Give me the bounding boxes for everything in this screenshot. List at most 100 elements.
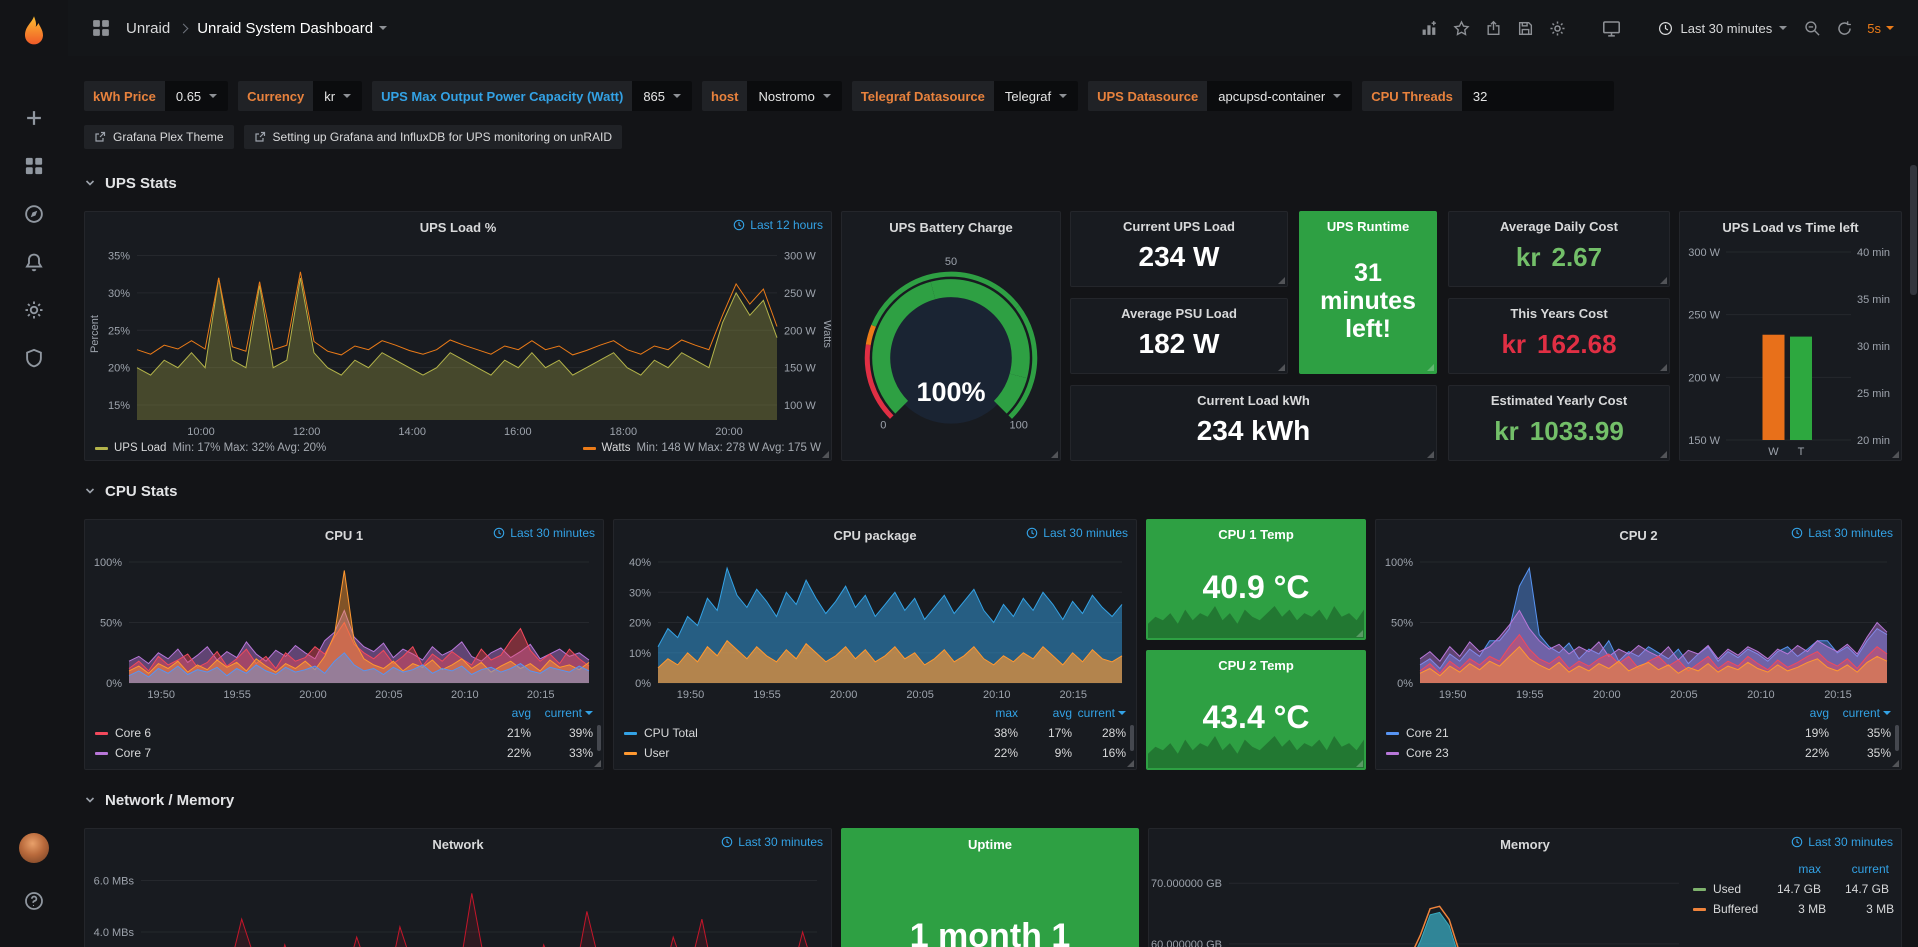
breadcrumb-dashboard-title[interactable]: Unraid System Dashboard [197,19,374,37]
panel-title[interactable]: UPS Load vs Time left [1722,219,1859,235]
legend-col-avg[interactable]: avg [1052,706,1072,720]
legend-col-current[interactable]: current [1072,706,1126,720]
panel-title[interactable]: This Years Cost [1510,306,1608,321]
panel-title[interactable]: Average Daily Cost [1499,219,1618,234]
legend-col-current[interactable]: current [1851,862,1889,876]
dashboards-icon[interactable] [23,155,45,177]
panel-title[interactable]: CPU 2 Temp [1218,657,1294,673]
panel-title[interactable]: Estimated Yearly Cost [1490,393,1628,408]
panel-title[interactable]: Memory [1500,836,1550,852]
panel-title[interactable]: Average PSU Load [1121,306,1237,321]
add-icon[interactable] [23,107,45,129]
panel-time-badge[interactable]: Last 30 minutes [493,526,595,540]
legend-scrollbar[interactable] [1895,725,1899,751]
dashboard-link[interactable]: Setting up Grafana and InfluxDB for UPS … [243,125,623,149]
legend-series-name[interactable]: Buffered [1693,902,1758,916]
variable-value-dropdown[interactable]: kr [313,81,363,111]
legend-series-name[interactable]: User [624,746,964,760]
panel-title[interactable]: CPU 2 [1619,527,1658,543]
panel-time-badge[interactable]: Last 30 minutes [721,835,823,849]
configuration-gear-icon[interactable] [23,299,45,321]
panel-title[interactable]: UPS Runtime [1326,219,1410,234]
cpu-stats-row: CPU 1 Last 30 minutes 0% 50% 100% 19:50 19:5… [84,519,1902,770]
dashboard-settings-gear-icon[interactable] [1542,15,1572,41]
caret-down-icon[interactable] [379,26,388,30]
legend-series-name[interactable]: Core 23 [1386,746,1767,760]
cpu1-chart[interactable]: 0% 50% 100% 19:50 19:55 20:00 20:05 20:10 20:15 [85,546,603,703]
vari­able-value-dropdown[interactable]: 0.65 [164,81,229,111]
zoom-out-button[interactable] [1797,15,1827,41]
svg-text:12:00: 12:00 [293,426,321,438]
breadcrumb-folder[interactable]: Unraid [126,19,171,37]
panel-title[interactable]: CPU package [833,527,917,543]
variable-value-dropdown[interactable]: apcupsd-container [1207,81,1353,111]
legend-series-name[interactable]: Core 7 [95,746,469,760]
variable-value-dropdown[interactable]: Telegraf [993,81,1079,111]
dashboard-link[interactable]: Grafana Plex Theme [84,125,234,149]
help-icon[interactable] [23,890,45,912]
legend-series-name[interactable]: CPU Total [624,726,964,740]
legend-series-name[interactable]: Core 21 [1386,726,1767,740]
grafana-logo[interactable] [16,14,52,50]
svg-text:35%: 35% [108,250,130,262]
stat-value: 43.4 °C [1202,699,1310,736]
row-header-cpu-stats[interactable]: CPU Stats [84,475,1902,507]
panel-time-badge[interactable]: Last 30 minutes [1026,526,1128,540]
svg-text:150 W: 150 W [784,363,816,375]
panel-title[interactable]: Network [432,836,484,852]
server-admin-shield-icon[interactable] [23,347,45,369]
save-button[interactable] [1510,15,1540,41]
panel-title[interactable]: UPS Battery Charge [889,219,1013,235]
svg-text:20%: 20% [629,618,651,630]
cycle-view-monitor-icon[interactable] [1596,15,1626,41]
panel-time-badge[interactable]: Last 30 minutes [1791,835,1893,849]
time-range-picker[interactable]: Last 30 minutes [1650,17,1795,40]
share-button[interactable] [1478,15,1508,41]
panel-title[interactable]: UPS Load % [419,219,497,235]
ups-load-vs-time-chart[interactable]: 150 W 200 W 250 W 300 W 20 min 25 min 30 min 35… [1680,238,1901,460]
battery-gauge[interactable]: 0 50 100 100% [842,238,1060,460]
panel-title[interactable]: Current UPS Load [1123,219,1235,234]
variable-value-dropdown[interactable]: 865 [632,81,693,111]
panel-title[interactable]: CPU 1 [324,527,364,543]
legend-col-current[interactable]: current [1829,706,1891,720]
variable-value-input[interactable]: 32 [1461,81,1614,111]
panel-time-badge[interactable]: Last 30 minutes [1791,526,1893,540]
panel-title[interactable]: Current Load kWh [1197,393,1310,408]
svg-text:0%: 0% [635,678,651,690]
legend-scrollbar[interactable] [597,725,601,751]
legend-series-name[interactable]: Core 6 [95,726,469,740]
panel-title[interactable]: Uptime [967,836,1013,852]
template-variables: kWh Price 0.65 Currency kr UPS Max Outpu… [84,80,1902,112]
legend-col-current[interactable]: current [531,706,593,720]
refresh-interval-picker[interactable]: 5s [1861,17,1900,40]
legend-col-avg[interactable]: avg [511,706,531,720]
legend-value: 14.7 GB [1844,882,1889,896]
explore-compass-icon[interactable] [23,203,45,225]
legend-item[interactable]: Watts Min: 148 W Max: 278 W Avg: 175 W [582,442,821,454]
cpu2-chart[interactable]: 0% 50% 100% 19:50 19:55 20:00 20:05 20:10 20:15 [1376,546,1901,703]
star-button[interactable] [1446,15,1476,41]
ups-load-chart[interactable]: 15% 20% 25% 30% 35% 100 W 150 W 200 W 250 W 300 W… [85,238,831,440]
variable-value-dropdown[interactable]: Nostromo [747,81,842,111]
legend-col-max[interactable]: max [995,706,1018,720]
user-avatar[interactable] [19,833,49,863]
add-panel-button[interactable] [1414,15,1444,41]
legend-item[interactable]: UPS Load Min: 17% Max: 32% Avg: 20% [95,442,326,454]
legend-col-max[interactable]: max [1798,862,1821,876]
row-header-ups-stats[interactable]: UPS Stats [84,167,1902,199]
refresh-button[interactable] [1829,15,1859,41]
legend-col-avg[interactable]: avg [1809,706,1829,720]
legend-series-name[interactable]: Used [1693,882,1753,896]
legend-value: 35% [1866,746,1891,760]
page-scrollbar[interactable] [1910,165,1917,295]
dashboard-grid-icon[interactable] [86,15,116,41]
cpu-package-chart[interactable]: 0% 10% 20% 30% 40% 19:50 19:55 20:00 20:05 20:10 2… [614,546,1136,703]
legend-scrollbar[interactable] [1130,725,1134,751]
alerting-bell-icon[interactable] [23,251,45,273]
panel-title[interactable]: CPU 1 Temp [1218,527,1294,542]
panel-time-badge[interactable]: Last 12 hours [733,218,823,232]
row-header-network-memory[interactable]: Network / Memory [84,784,1902,816]
